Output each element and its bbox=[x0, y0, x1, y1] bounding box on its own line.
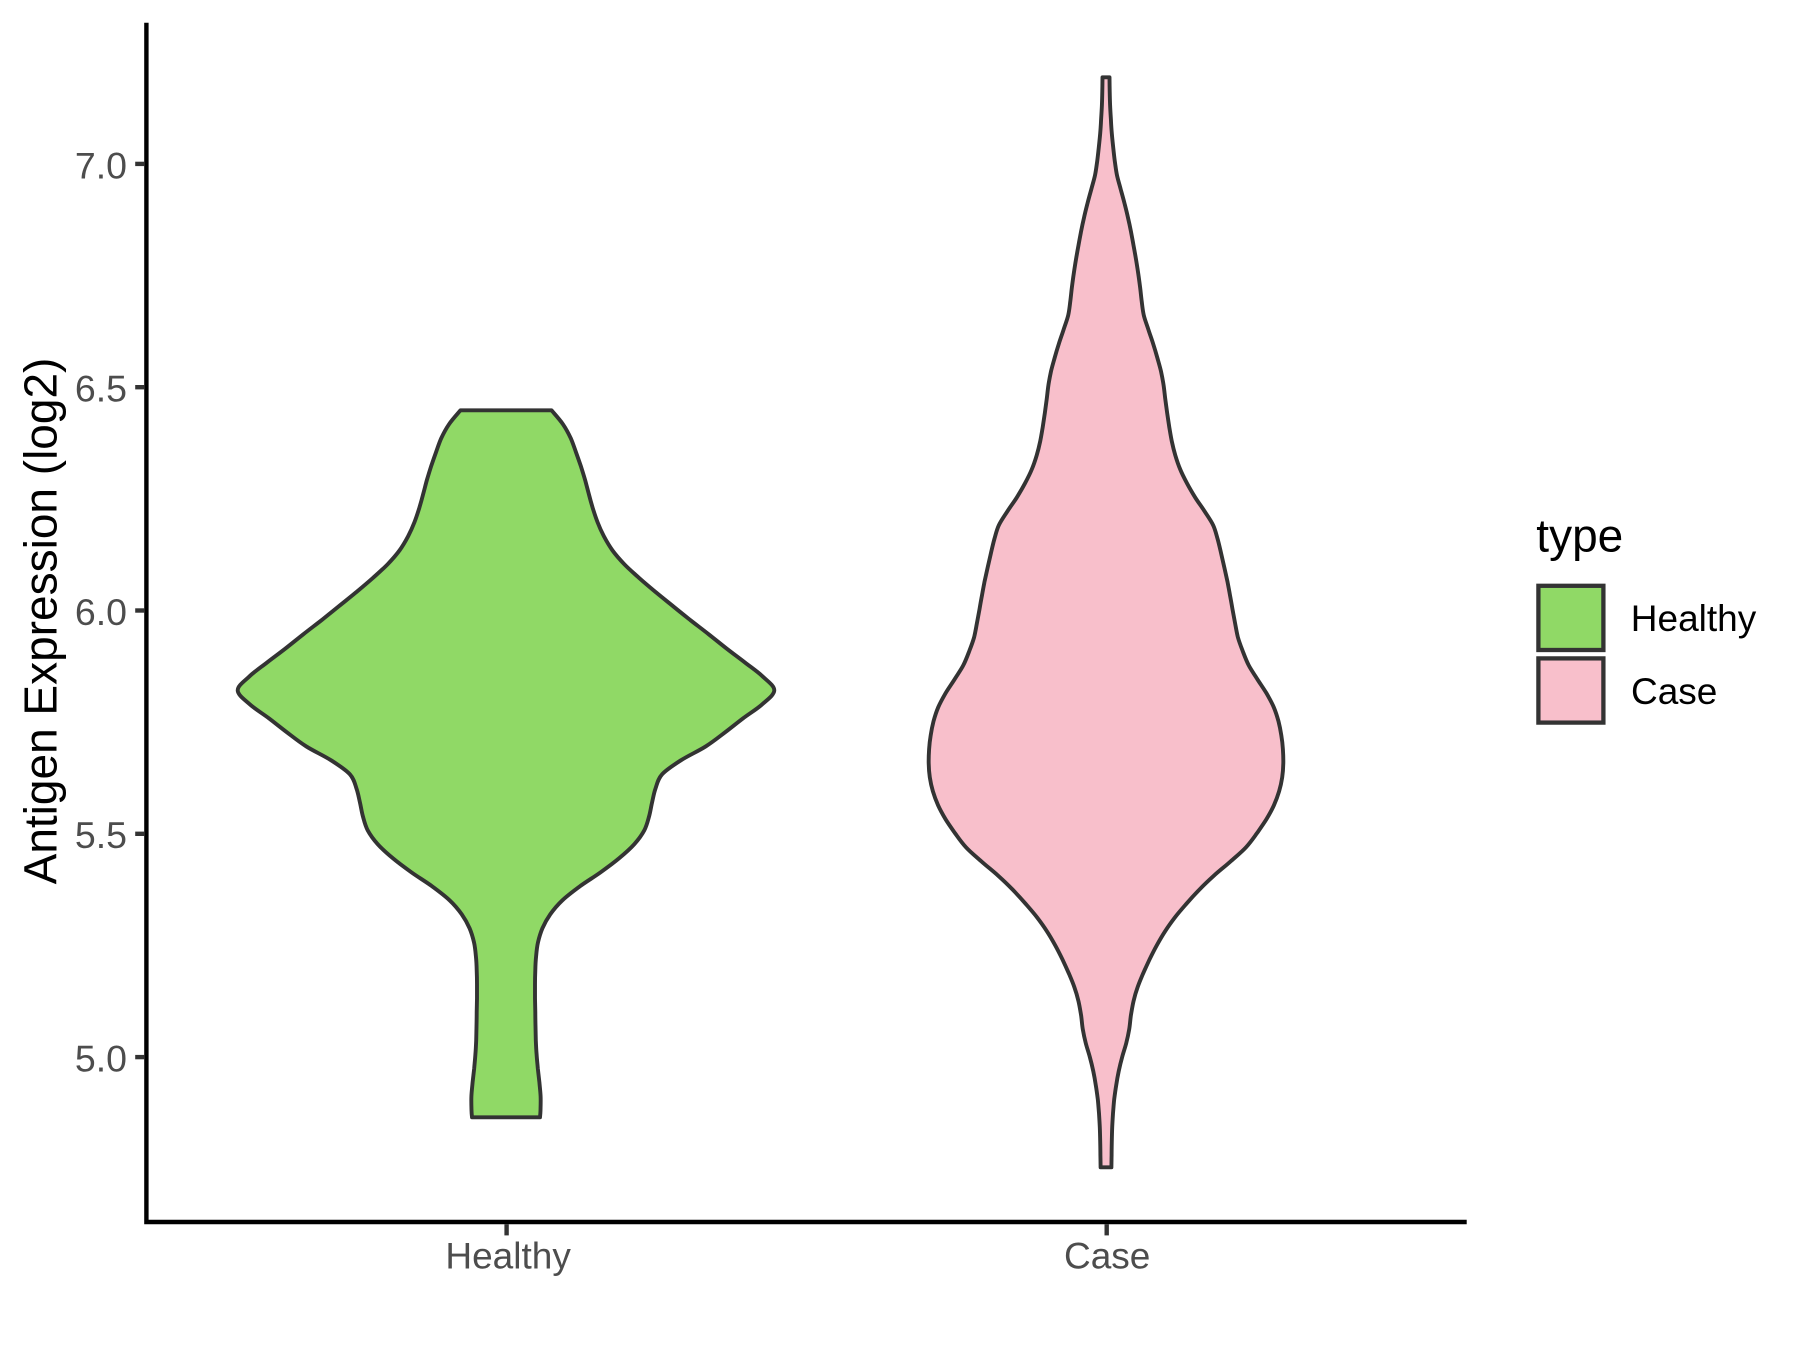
svg-text:6.0: 6.0 bbox=[75, 591, 127, 633]
svg-text:5.0: 5.0 bbox=[75, 1038, 127, 1080]
svg-text:Antigen Expression (log2): Antigen Expression (log2) bbox=[15, 358, 67, 885]
svg-text:Healthy: Healthy bbox=[1631, 598, 1757, 639]
svg-text:Case: Case bbox=[1064, 1236, 1150, 1277]
svg-text:5.5: 5.5 bbox=[75, 814, 127, 856]
svg-text:6.5: 6.5 bbox=[75, 368, 127, 410]
svg-text:Healthy: Healthy bbox=[445, 1236, 571, 1277]
svg-text:Case: Case bbox=[1631, 671, 1717, 712]
svg-text:type: type bbox=[1536, 509, 1623, 561]
svg-text:7.0: 7.0 bbox=[75, 144, 127, 186]
